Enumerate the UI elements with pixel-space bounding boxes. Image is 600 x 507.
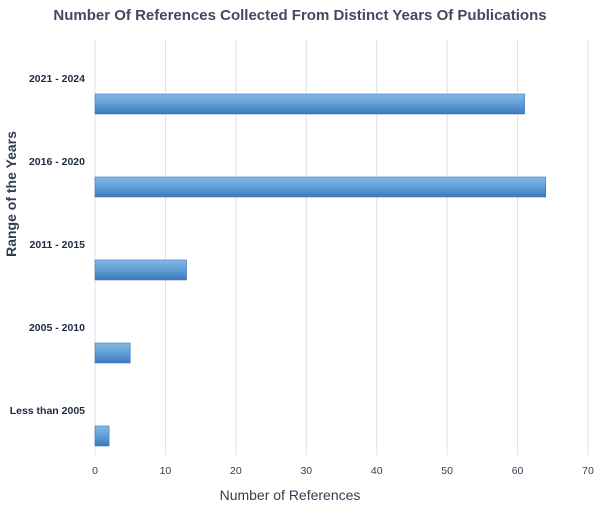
category-label: 2005 - 2010 [29,322,85,334]
chart-title: Number Of References Collected From Dist… [53,7,546,24]
bar-2011-2015 [94,259,187,281]
bar-2021-2024 [94,93,525,115]
category-label: 2011 - 2015 [30,239,86,251]
x-tick-label: 60 [512,465,524,477]
x-tick-label: 50 [441,465,453,477]
x-axis-title: Number of References [220,487,361,503]
x-tick-labels: 0 10 20 30 40 50 60 70 [92,465,594,477]
bar-2005-2010 [94,342,131,364]
x-tick-label: 70 [582,465,594,477]
bar-less-than-2005 [94,425,110,447]
category-labels: 2021 - 2024 2016 - 2020 2011 - 2015 2005 - … [10,73,85,417]
x-tick-label: 40 [371,465,383,477]
x-tick-label: 30 [300,465,312,477]
x-tick-label: 20 [230,465,242,477]
category-label: 2016 - 2020 [29,156,85,168]
category-label: Less than 2005 [10,405,85,417]
category-label: 2021 - 2024 [29,73,85,85]
bar-2016-2020 [94,176,547,198]
x-tick-label: 0 [92,465,98,477]
bars [94,93,547,447]
y-axis-title: Range of the Years [3,131,19,257]
x-tick-label: 10 [160,465,172,477]
